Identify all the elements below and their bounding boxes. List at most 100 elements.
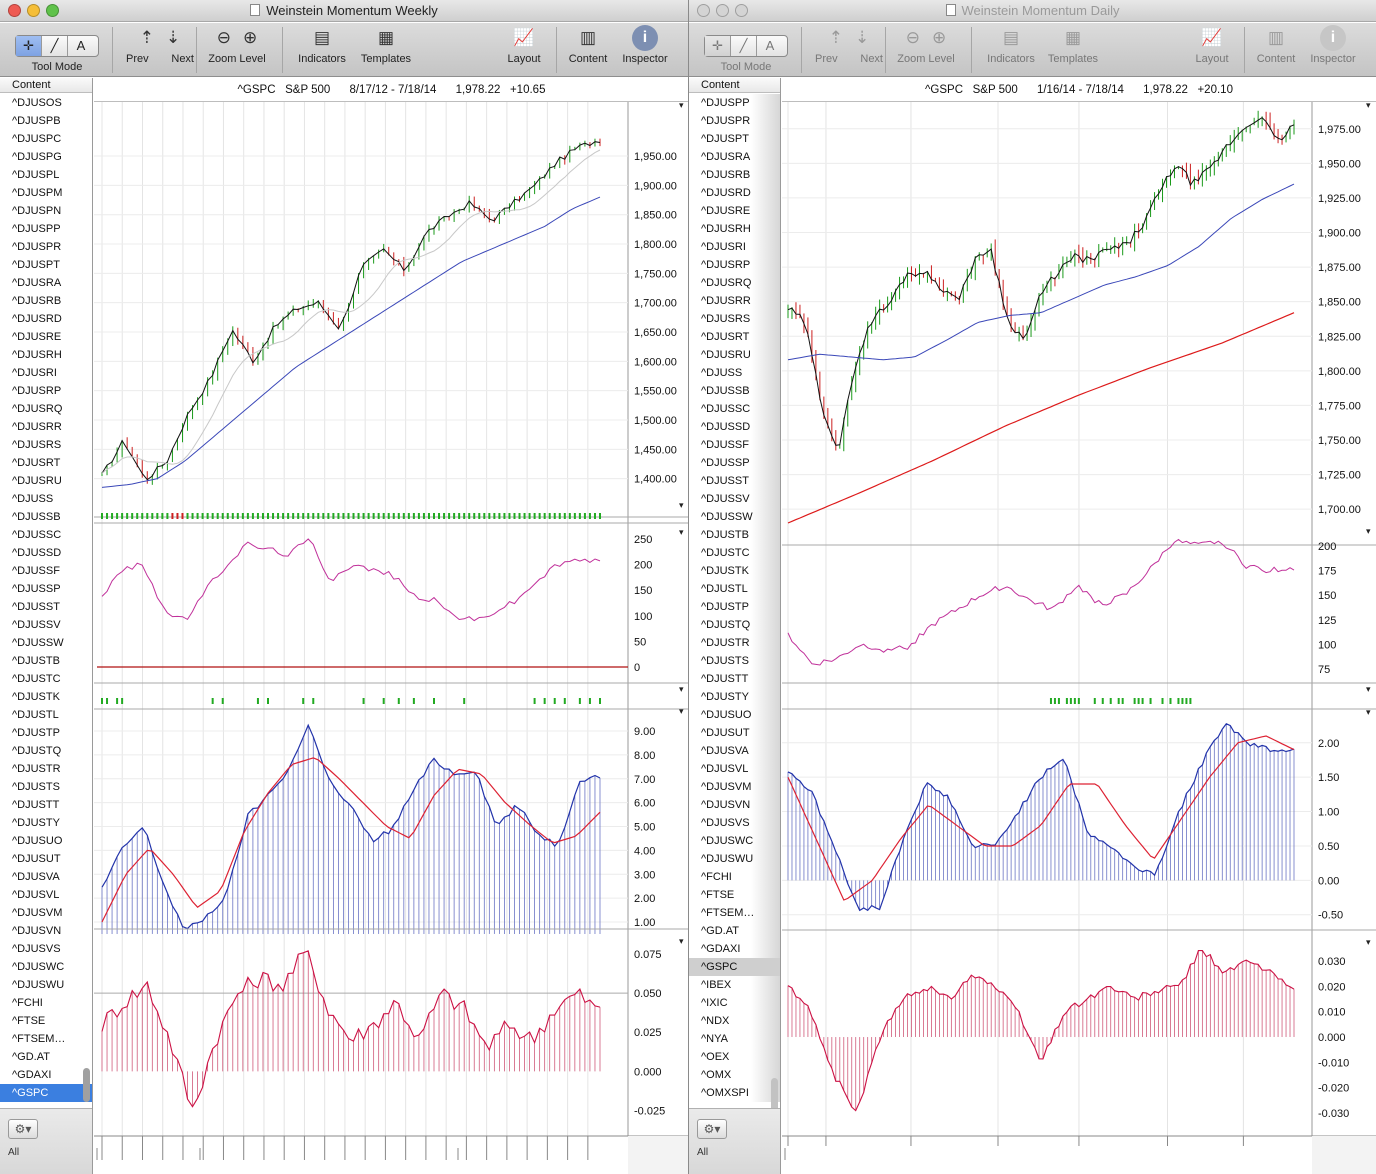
sidebar-item-djustl[interactable]: ^DJUSTL xyxy=(689,580,780,598)
sidebar-item-ndx[interactable]: ^NDX xyxy=(689,1012,780,1030)
next-label[interactable]: Next xyxy=(860,53,883,65)
sidebar-item-djusrh[interactable]: ^DJUSRH xyxy=(689,220,780,238)
inspector-button[interactable]: i Inspector xyxy=(1304,23,1362,65)
text-tool-icon[interactable]: A xyxy=(765,38,775,53)
sidebar-item-djuspl[interactable]: ^DJUSPL xyxy=(12,169,60,181)
sidebar-item-djusvm[interactable]: ^DJUSVM xyxy=(689,778,780,796)
zoom-out-icon[interactable]: ⊖ xyxy=(905,28,920,47)
prev-label[interactable]: Prev xyxy=(815,53,838,65)
sidebar-item-djuspn[interactable]: ^DJUSPN xyxy=(12,205,62,217)
sidebar-item-nya[interactable]: ^NYA xyxy=(689,1030,780,1048)
gear-icon[interactable]: ⚙▾ xyxy=(697,1119,727,1139)
sidebar-item-djusty[interactable]: ^DJUSTY xyxy=(12,817,60,829)
sidebar-item-ibex[interactable]: ^IBEX xyxy=(689,976,780,994)
sidebar-item-djussf[interactable]: ^DJUSSF xyxy=(689,436,780,454)
sidebar-item-djusrr[interactable]: ^DJUSRR xyxy=(689,292,780,310)
sidebar-item-djusre[interactable]: ^DJUSRE xyxy=(12,331,62,343)
sidebar-item-djustp[interactable]: ^DJUSTP xyxy=(689,598,780,616)
content-button[interactable]: ▥ Content xyxy=(562,23,614,65)
sidebar-item-djusuo[interactable]: ^DJUSUO xyxy=(12,835,63,847)
zoom-button[interactable] xyxy=(46,4,59,17)
sidebar-item-djusri[interactable]: ^DJUSRI xyxy=(12,367,57,379)
sidebar-item-djusrh[interactable]: ^DJUSRH xyxy=(12,349,62,361)
sidebar-item-djusvs[interactable]: ^DJUSVS xyxy=(689,814,780,832)
sidebar-item-djusrq[interactable]: ^DJUSRQ xyxy=(689,274,780,292)
zoom-level-group[interactable]: ⊖ ⊕ Zoom Level xyxy=(204,23,270,65)
sidebar-item-djussb[interactable]: ^DJUSSB xyxy=(12,511,61,523)
sidebar-item-fchi[interactable]: ^FCHI xyxy=(12,997,43,1009)
sidebar-item-djussf[interactable]: ^DJUSSF xyxy=(12,565,60,577)
sidebar-item-gdaxi[interactable]: ^GDAXI xyxy=(689,940,780,958)
next-arrow-icon[interactable]: ⇣ xyxy=(855,28,870,47)
sidebar-item-djusut[interactable]: ^DJUSUT xyxy=(689,724,780,742)
pane-menu-chevron-icon[interactable]: ▾ xyxy=(1366,707,1371,717)
sidebar-item-djusst[interactable]: ^DJUSST xyxy=(12,601,60,613)
tool-mode-control[interactable]: ✛ ╱ A Tool Mode xyxy=(704,23,788,73)
sidebar-item-djuspc[interactable]: ^DJUSPC xyxy=(12,133,62,145)
sidebar-item-djuspr[interactable]: ^DJUSPR xyxy=(689,112,780,130)
sidebar-item-djusvm[interactable]: ^DJUSVM xyxy=(12,907,63,919)
sidebar-item-djuss[interactable]: ^DJUSS xyxy=(689,364,780,382)
sidebar-item-djussw[interactable]: ^DJUSSW xyxy=(12,637,64,649)
sidebar-item-djusra[interactable]: ^DJUSRA xyxy=(689,148,780,166)
sidebar-item-gdat[interactable]: ^GD.AT xyxy=(12,1051,50,1063)
sidebar-scrollbar[interactable] xyxy=(771,1078,778,1112)
sidebar-item-ftse[interactable]: ^FTSE xyxy=(689,886,780,904)
sidebar-item-djussv[interactable]: ^DJUSSV xyxy=(689,490,780,508)
sidebar-item-djuspp[interactable]: ^DJUSPP xyxy=(689,94,780,112)
sidebar-item-gdaxi[interactable]: ^GDAXI xyxy=(12,1069,52,1081)
sidebar-item-djustp[interactable]: ^DJUSTP xyxy=(12,727,60,739)
weekly-chart-svg[interactable]: 1,950.00 1,900.00 1,850.00 1,800.00 1,750.00… xyxy=(94,78,689,1174)
sidebar-item-djuswc[interactable]: ^DJUSWC xyxy=(689,832,780,850)
sidebar-item-djusrt[interactable]: ^DJUSRT xyxy=(689,328,780,346)
sidebar-item-djussd[interactable]: ^DJUSSD xyxy=(12,547,62,559)
sidebar-item-djusvn[interactable]: ^DJUSVN xyxy=(689,796,780,814)
pane-menu-chevron-icon[interactable]: ▾ xyxy=(1366,526,1371,536)
prev-label[interactable]: Prev xyxy=(126,53,149,65)
sidebar-item-djustr[interactable]: ^DJUSTR xyxy=(12,763,61,775)
minimize-button[interactable] xyxy=(27,4,40,17)
all-filter-label[interactable]: All xyxy=(697,1147,709,1158)
sidebar-item-djuspt[interactable]: ^DJUSPT xyxy=(12,259,60,271)
sidebar-item-djusos[interactable]: ^DJUSOS xyxy=(12,97,62,109)
sidebar-item-djusts[interactable]: ^DJUSTS xyxy=(12,781,60,793)
pane-menu-chevron-icon[interactable]: ▾ xyxy=(1366,937,1371,947)
pane-menu-chevron-icon[interactable]: ▾ xyxy=(679,500,684,510)
sidebar-item-djusrb[interactable]: ^DJUSRB xyxy=(689,166,780,184)
prev-arrow-icon[interactable]: ⇡ xyxy=(828,28,843,47)
daily-chart-svg[interactable]: 1,975.00 1,950.00 1,925.00 1,900.00 1,875.00… xyxy=(782,78,1376,1174)
sidebar-item-djuspr[interactable]: ^DJUSPR xyxy=(12,241,62,253)
sidebar-item-djuswc[interactable]: ^DJUSWC xyxy=(12,961,65,973)
sidebar-item-djuspb[interactable]: ^DJUSPB xyxy=(12,115,61,127)
sidebar-scrollbar[interactable] xyxy=(83,1068,90,1102)
sidebar-item-djustb[interactable]: ^DJUSTB xyxy=(12,655,60,667)
sidebar-item-djusrs[interactable]: ^DJUSRS xyxy=(689,310,780,328)
tool-mode-control[interactable]: ✛ ╱ A Tool Mode xyxy=(15,23,99,73)
sidebar-item-djustc[interactable]: ^DJUSTC xyxy=(689,544,780,562)
pane-menu-chevron-icon[interactable]: ▾ xyxy=(1366,684,1371,694)
sidebar-item-djusvn[interactable]: ^DJUSVN xyxy=(12,925,62,937)
sidebar-item-omxspi[interactable]: ^OMXSPI xyxy=(689,1084,780,1102)
templates-button[interactable]: ▦ Templates xyxy=(1043,23,1103,65)
sidebar-item-djustr[interactable]: ^DJUSTR xyxy=(689,634,780,652)
close-button[interactable] xyxy=(697,4,710,17)
sidebar-item-djuswu[interactable]: ^DJUSWU xyxy=(12,979,65,991)
sidebar-item-djusty[interactable]: ^DJUSTY xyxy=(689,688,780,706)
sidebar-item-ftsem[interactable]: ^FTSEM… xyxy=(12,1033,66,1045)
next-label[interactable]: Next xyxy=(171,53,194,65)
sidebar-item-djusru[interactable]: ^DJUSRU xyxy=(12,475,62,487)
layout-button[interactable]: 📈 Layout xyxy=(498,23,550,65)
pane-menu-chevron-icon[interactable]: ▾ xyxy=(679,706,684,716)
sidebar-item-djuss[interactable]: ^DJUSS xyxy=(12,493,54,505)
line-tool-icon[interactable]: ╱ xyxy=(731,36,757,56)
crosshair-tool-icon[interactable]: ✛ xyxy=(705,36,731,56)
sidebar-item-djusri[interactable]: ^DJUSRI xyxy=(689,238,780,256)
text-tool-icon[interactable]: A xyxy=(76,38,86,53)
window-titlebar[interactable]: Weinstein Momentum Weekly xyxy=(0,0,688,22)
pane-menu-chevron-icon[interactable]: ▾ xyxy=(679,936,684,946)
sidebar-item-djussc[interactable]: ^DJUSSC xyxy=(689,400,780,418)
sidebar-item-djustc[interactable]: ^DJUSTC xyxy=(12,673,61,685)
sidebar-item-djustq[interactable]: ^DJUSTQ xyxy=(12,745,62,757)
sidebar-item-djustq[interactable]: ^DJUSTQ xyxy=(689,616,780,634)
sidebar-item-djuspm[interactable]: ^DJUSPM xyxy=(12,187,63,199)
